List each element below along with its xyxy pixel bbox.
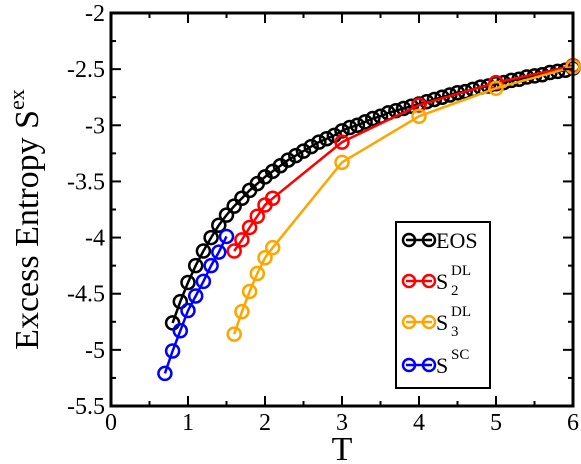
data-point-SSC: [172, 323, 189, 339]
data-point-S3DL: [257, 250, 273, 266]
data-point-SSC: [164, 343, 181, 359]
data-point-EOS: [349, 117, 366, 134]
legend-swatch-marker: [421, 357, 437, 373]
data-point-S2DL: [234, 232, 250, 248]
data-point-EOS: [172, 293, 189, 310]
x-tick-label: 0: [105, 410, 117, 436]
legend: EOS S DL 2 S DL 3 S SC: [395, 221, 491, 389]
y-axis-title: Excess Entropy Sex: [4, 89, 46, 350]
data-point-SSC: [203, 257, 219, 274]
legend-swatch-marker: [421, 273, 437, 289]
legend-swatch-marker: [401, 357, 417, 373]
x-tick-label: 5: [490, 410, 502, 436]
data-point-S3DL: [241, 283, 258, 300]
data-point-EOS: [180, 274, 196, 291]
y-tick-label: -2: [85, 1, 105, 27]
legend-swatch-marker: [421, 314, 437, 330]
series-EOS: [164, 60, 581, 331]
series-SSC: [157, 228, 235, 382]
data-point-EOS: [203, 229, 219, 246]
data-point-EOS: [303, 138, 319, 155]
data-point-SSC: [180, 302, 196, 319]
data-point-S2DL: [241, 219, 258, 236]
legend-swatch-marker: [401, 232, 417, 248]
data-point-EOS: [280, 152, 296, 168]
y-tick-label: -5.5: [67, 394, 105, 420]
x-tick-label: 4: [413, 410, 425, 436]
data-point-EOS: [187, 257, 204, 274]
data-point-EOS: [195, 243, 212, 259]
data-point-EOS: [311, 134, 327, 150]
data-point-EOS: [164, 315, 181, 331]
data-point-EOS: [226, 198, 242, 214]
y-axis-title-sup: ex: [4, 89, 29, 110]
y-tick-label: -5: [85, 338, 105, 364]
data-point-S3DL: [488, 80, 504, 96]
data-point-S3DL: [334, 154, 350, 171]
data-point-EOS: [318, 131, 335, 147]
data-point-S2DL: [334, 134, 350, 150]
y-tick-label: -4.5: [67, 282, 105, 308]
data-point-EOS: [295, 143, 312, 159]
data-point-SSC: [218, 228, 235, 245]
y-tick-label: -2.5: [67, 57, 105, 83]
data-point-EOS: [457, 83, 473, 100]
data-point-EOS: [234, 190, 250, 207]
plot-frame: [109, 11, 575, 408]
y-tick-label: -3.5: [67, 169, 105, 195]
x-tick-label: 6: [567, 410, 579, 436]
y-tick-label: -4: [85, 226, 105, 252]
legend-swatch-marker: [401, 314, 417, 330]
data-point-EOS: [357, 114, 373, 130]
data-point-S3DL: [249, 265, 266, 282]
legend-item-S3DL: S DL 3: [401, 304, 471, 340]
data-point-S3DL: [226, 326, 242, 342]
axes-layer: 0 1 2 3 4 5 6 -5.5 -5 -4.5 -4 -3.5 -3 -2.5 -2: [67, 1, 579, 436]
data-point-S2DL: [226, 243, 242, 259]
data-point-EOS: [288, 147, 304, 164]
series-line-EOS: [171, 66, 574, 324]
data-point-EOS: [211, 217, 227, 233]
data-point-SSC: [211, 244, 227, 260]
legend-label: EOS: [436, 228, 478, 253]
data-point-S3DL: [411, 108, 427, 125]
data-point-EOS: [365, 110, 381, 127]
data-point-SSC: [195, 273, 212, 290]
y-tick-label: -3: [85, 113, 105, 139]
data-point-EOS: [341, 119, 358, 136]
data-point-S3DL: [234, 303, 250, 320]
data-point-S3DL: [264, 239, 281, 256]
legend-item-EOS: EOS: [401, 228, 478, 253]
x-axis-title: T: [332, 431, 353, 464]
legend-swatch-marker: [401, 273, 417, 289]
data-point-SSC: [187, 288, 204, 304]
data-point-S2DL: [249, 208, 266, 224]
legend-item-SSC: S SC: [401, 347, 469, 378]
data-point-EOS: [334, 123, 350, 139]
legend-label: S SC: [436, 347, 469, 378]
x-tick-label: 2: [259, 410, 271, 436]
data-point-EOS: [218, 207, 235, 223]
series-layer: [157, 58, 581, 382]
legend-label: S DL 2: [436, 263, 471, 299]
data-point-S2DL: [411, 97, 427, 113]
x-tick-label: 3: [336, 410, 348, 436]
y-axis-title-main: Excess Entropy S: [9, 110, 46, 350]
x-tick-label: 1: [182, 410, 194, 436]
legend-swatch-marker: [421, 232, 437, 248]
legend-item-S2DL: S DL 2: [401, 263, 471, 299]
data-point-S2DL: [264, 190, 281, 207]
legend-label: S DL 3: [436, 304, 471, 340]
data-point-SSC: [157, 365, 173, 382]
series-S3DL: [226, 59, 581, 342]
